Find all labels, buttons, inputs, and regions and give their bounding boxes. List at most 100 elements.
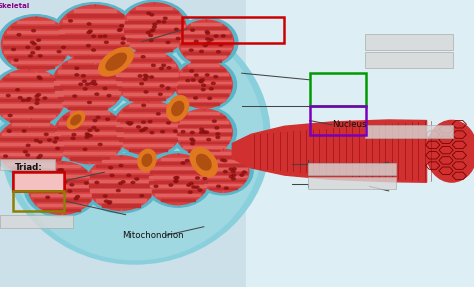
Circle shape — [187, 184, 191, 186]
Circle shape — [160, 85, 164, 87]
Circle shape — [200, 50, 203, 53]
Circle shape — [37, 76, 41, 78]
Circle shape — [26, 144, 30, 146]
Bar — [55, 132, 123, 134]
Circle shape — [85, 136, 89, 138]
Circle shape — [207, 138, 210, 141]
Bar — [30, 189, 93, 191]
Ellipse shape — [114, 50, 180, 104]
Circle shape — [144, 91, 148, 93]
Circle shape — [32, 30, 36, 32]
Bar — [246, 0, 474, 287]
Circle shape — [221, 35, 225, 37]
Circle shape — [60, 186, 64, 189]
Circle shape — [38, 55, 42, 57]
Bar — [308, 177, 396, 189]
Circle shape — [35, 139, 38, 141]
Bar — [191, 60, 221, 62]
Circle shape — [139, 129, 143, 132]
Circle shape — [232, 168, 236, 170]
Bar — [123, 109, 173, 111]
Bar — [60, 25, 129, 27]
Ellipse shape — [54, 107, 125, 164]
Bar — [10, 73, 49, 75]
Bar — [116, 78, 178, 80]
Circle shape — [144, 74, 147, 76]
Ellipse shape — [87, 156, 155, 210]
Circle shape — [152, 64, 155, 67]
Circle shape — [229, 168, 233, 170]
Text: Triad:: Triad: — [15, 162, 43, 172]
Circle shape — [145, 75, 148, 78]
Bar — [124, 30, 184, 32]
Circle shape — [37, 157, 41, 159]
Bar — [70, 157, 109, 160]
Circle shape — [98, 143, 102, 146]
Bar — [92, 194, 150, 197]
Circle shape — [190, 70, 193, 72]
Circle shape — [107, 202, 111, 204]
Bar — [0, 89, 62, 91]
Circle shape — [205, 131, 209, 133]
Circle shape — [142, 104, 146, 106]
Bar — [177, 86, 231, 88]
Circle shape — [214, 75, 218, 78]
Bar — [0, 143, 63, 145]
Circle shape — [59, 191, 63, 193]
Circle shape — [26, 154, 29, 156]
Circle shape — [140, 83, 144, 85]
Circle shape — [69, 20, 73, 22]
Bar — [96, 199, 146, 201]
Circle shape — [223, 170, 227, 173]
Ellipse shape — [53, 3, 137, 65]
Bar — [70, 111, 109, 114]
Text: Skeletal: Skeletal — [0, 3, 30, 9]
Circle shape — [185, 160, 189, 162]
Circle shape — [149, 39, 153, 42]
Bar — [201, 160, 245, 162]
Circle shape — [229, 175, 233, 178]
Ellipse shape — [67, 111, 85, 129]
Circle shape — [47, 139, 51, 141]
Bar — [188, 65, 219, 66]
Circle shape — [199, 80, 202, 82]
Ellipse shape — [82, 153, 159, 213]
Circle shape — [196, 177, 200, 179]
Circle shape — [150, 13, 154, 16]
Bar — [181, 36, 231, 37]
Circle shape — [62, 46, 65, 49]
Circle shape — [85, 83, 89, 85]
Circle shape — [60, 187, 64, 189]
Bar — [44, 209, 80, 211]
Bar — [186, 56, 227, 58]
Ellipse shape — [114, 100, 182, 155]
Circle shape — [158, 93, 162, 95]
Bar — [123, 144, 173, 146]
Circle shape — [104, 41, 108, 43]
Ellipse shape — [118, 0, 191, 57]
Circle shape — [143, 78, 147, 80]
Bar — [129, 149, 166, 151]
Circle shape — [191, 79, 195, 81]
Bar — [63, 46, 127, 48]
Circle shape — [88, 129, 92, 131]
Circle shape — [18, 96, 22, 99]
Bar — [62, 65, 114, 67]
Bar — [63, 117, 115, 119]
Bar — [127, 16, 182, 18]
Circle shape — [26, 99, 30, 101]
Circle shape — [160, 67, 164, 70]
Ellipse shape — [171, 59, 237, 111]
Circle shape — [70, 184, 74, 186]
Bar — [177, 82, 231, 84]
Bar — [0, 99, 63, 101]
Circle shape — [106, 118, 109, 121]
Circle shape — [63, 181, 67, 183]
Circle shape — [55, 137, 58, 139]
Bar — [365, 52, 453, 68]
Bar — [102, 204, 139, 207]
Circle shape — [215, 127, 219, 129]
Circle shape — [153, 26, 156, 28]
Ellipse shape — [171, 106, 237, 158]
Ellipse shape — [0, 66, 69, 129]
